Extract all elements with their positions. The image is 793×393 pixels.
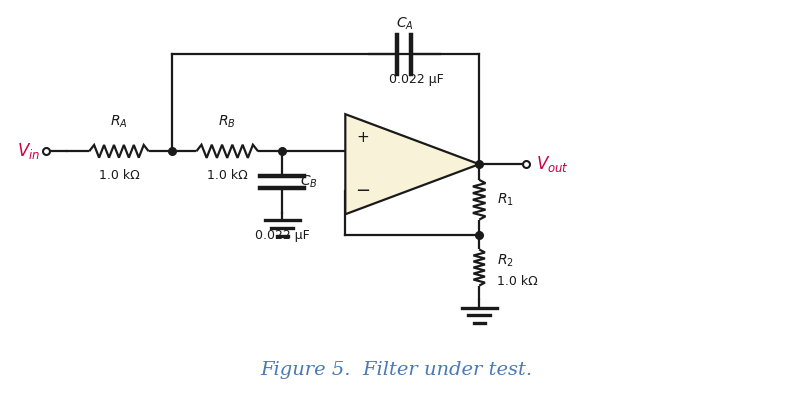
Text: $V_{out}$: $V_{out}$ bbox=[536, 154, 569, 174]
Text: 1.0 kΩ: 1.0 kΩ bbox=[98, 169, 140, 182]
Text: $C_B$: $C_B$ bbox=[300, 174, 317, 190]
Text: Figure 5.  Filter under test.: Figure 5. Filter under test. bbox=[260, 361, 533, 378]
Text: $R_B$: $R_B$ bbox=[218, 114, 236, 130]
Text: $R_1$: $R_1$ bbox=[496, 191, 513, 208]
Polygon shape bbox=[345, 114, 479, 214]
Text: 0.022 μF: 0.022 μF bbox=[389, 73, 443, 86]
Text: $R_2$: $R_2$ bbox=[496, 253, 513, 269]
Text: 1.0 kΩ: 1.0 kΩ bbox=[207, 169, 247, 182]
Text: $V_{in}$: $V_{in}$ bbox=[17, 141, 40, 161]
Text: +: + bbox=[356, 130, 369, 145]
Text: $R_A$: $R_A$ bbox=[110, 114, 128, 130]
Text: −: − bbox=[355, 182, 370, 200]
Text: 0.022 μF: 0.022 μF bbox=[255, 229, 310, 242]
Text: $C_A$: $C_A$ bbox=[396, 15, 413, 32]
Text: 1.0 kΩ: 1.0 kΩ bbox=[496, 275, 537, 288]
